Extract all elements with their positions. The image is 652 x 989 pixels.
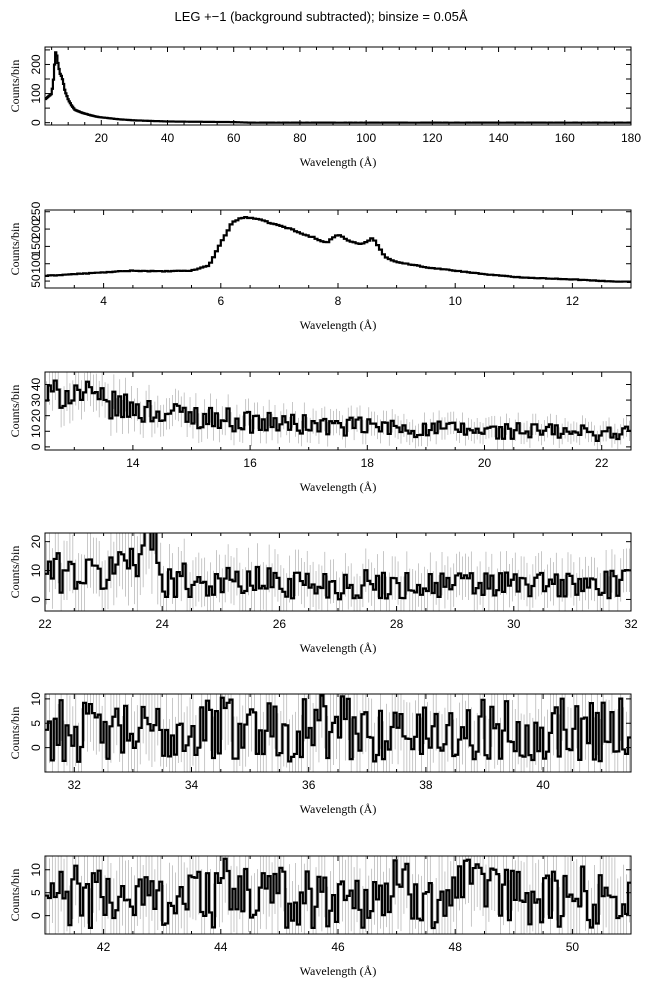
y-tick-label: 200 <box>29 219 43 239</box>
x-tick-label: 50 <box>566 940 580 954</box>
y-tick-label: 0 <box>29 596 43 603</box>
x-tick-label: 12 <box>566 294 580 308</box>
panels: 20 40 60 80 100 120 140 160 1800100200Wavelength… <box>8 46 641 978</box>
x-tick-label: 20 <box>95 131 109 145</box>
y-tick-label: 0 <box>29 443 43 450</box>
y-tick-label: 200 <box>29 54 43 74</box>
series-5 <box>45 694 631 772</box>
y-tick-label: 0 <box>29 912 43 919</box>
x-tick-label: 36 <box>302 778 316 792</box>
step-line-6 <box>45 857 631 930</box>
chart-panel-1: 20 40 60 80 100 120 140 160 180 0 100 200 Wavelength… <box>8 46 641 169</box>
error-bars-1 <box>45 51 631 123</box>
x-tick-label: 38 <box>419 778 433 792</box>
y-tick-label: 10 <box>29 424 43 438</box>
x-tick-label: 48 <box>449 940 463 954</box>
y-tick-label: 30 <box>29 393 43 407</box>
x-axis-label: Wavelength (Å) <box>300 802 377 816</box>
y-tick-label: 100 <box>29 83 43 103</box>
x-tick-label: 80 <box>293 131 307 145</box>
x-tick-label: 40 <box>536 778 550 792</box>
x-axis-label: Wavelength (Å) <box>300 480 377 494</box>
x-tick-label: 14 <box>126 456 140 470</box>
x-tick-label: 180 <box>621 131 641 145</box>
y-tick-label: 10 <box>29 863 43 877</box>
x-axis-label: Wavelength (Å) <box>300 964 377 978</box>
y-tick-label: 0 <box>29 119 43 126</box>
y-tick-label: 150 <box>29 236 43 256</box>
x-tick-label: 42 <box>97 940 111 954</box>
chart-panel-5: 32 34 36 38 40 0 5 10 Wavelength (Å) Counts/bin <box>8 692 632 816</box>
x-tick-label: 24 <box>156 617 170 631</box>
x-tick-label: 10 <box>449 294 463 308</box>
series-1 <box>45 51 631 124</box>
x-tick-label: 6 <box>217 294 224 308</box>
x-tick-label: 16 <box>243 456 257 470</box>
y-tick-label: 40 <box>29 377 43 391</box>
y-tick-label: 100 <box>29 253 43 273</box>
step-line-5 <box>45 694 631 763</box>
y-axis-label: Counts/bin <box>8 223 22 276</box>
y-tick-label: 50 <box>29 274 43 288</box>
y-tick-label: 20 <box>29 409 43 423</box>
x-tick-label: 4 <box>100 294 107 308</box>
x-tick-label: 22 <box>38 617 52 631</box>
series-3 <box>45 372 631 450</box>
step-line-1 <box>45 51 631 124</box>
x-tick-label: 26 <box>273 617 287 631</box>
chart-panel-6: 42 44 46 48 50 0 5 10 Wavelength (Å) Counts/bin <box>8 855 632 978</box>
x-tick-label: 120 <box>422 131 442 145</box>
y-axis-label: Counts/bin <box>8 60 22 113</box>
plot-frame-2 <box>44 209 632 289</box>
x-tick-label: 22 <box>595 456 609 470</box>
y-axis-label: Counts/bin <box>8 546 22 599</box>
y-axis-label: Counts/bin <box>8 707 22 760</box>
x-tick-label: 140 <box>489 131 509 145</box>
y-tick-label: 20 <box>29 535 43 549</box>
x-tick-label: 32 <box>68 778 82 792</box>
y-axis-label: Counts/bin <box>8 869 22 922</box>
error-bars-2 <box>46 216 630 283</box>
x-axis-label: Wavelength (Å) <box>300 641 377 655</box>
step-line-3 <box>45 379 631 442</box>
series-4 <box>45 533 631 611</box>
x-axis-label: Wavelength (Å) <box>300 155 377 169</box>
step-line-2 <box>45 215 631 283</box>
x-axis-label: Wavelength (Å) <box>300 318 377 332</box>
series-2 <box>45 215 631 283</box>
x-tick-label: 20 <box>478 456 492 470</box>
y-tick-label: 10 <box>29 564 43 578</box>
x-tick-label: 40 <box>161 131 175 145</box>
x-tick-label: 8 <box>335 294 342 308</box>
x-tick-label: 30 <box>507 617 521 631</box>
x-tick-label: 100 <box>356 131 376 145</box>
y-axis-label: Counts/bin <box>8 385 22 438</box>
series-6 <box>45 856 631 934</box>
chart-panel-4: 22 24 26 28 30 32 0 10 20 Wavelength (Å) Counts/bi… <box>8 532 638 655</box>
x-tick-label: 32 <box>624 617 638 631</box>
y-tick-label: 10 <box>29 692 43 706</box>
plot-frame-1 <box>44 46 632 126</box>
figure-title: LEG +−1 (background subtracted); binsize… <box>174 9 467 24</box>
y-tick-label: 5 <box>29 889 43 896</box>
x-tick-label: 34 <box>185 778 199 792</box>
y-tick-label: 5 <box>29 720 43 727</box>
x-tick-label: 60 <box>227 131 241 145</box>
y-tick-label: 250 <box>29 201 43 221</box>
y-tick-label: 0 <box>29 744 43 751</box>
x-tick-label: 46 <box>331 940 345 954</box>
x-tick-label: 18 <box>361 456 375 470</box>
x-tick-label: 44 <box>214 940 228 954</box>
x-tick-label: 28 <box>390 617 404 631</box>
x-tick-label: 160 <box>555 131 575 145</box>
step-line-4 <box>45 533 631 601</box>
